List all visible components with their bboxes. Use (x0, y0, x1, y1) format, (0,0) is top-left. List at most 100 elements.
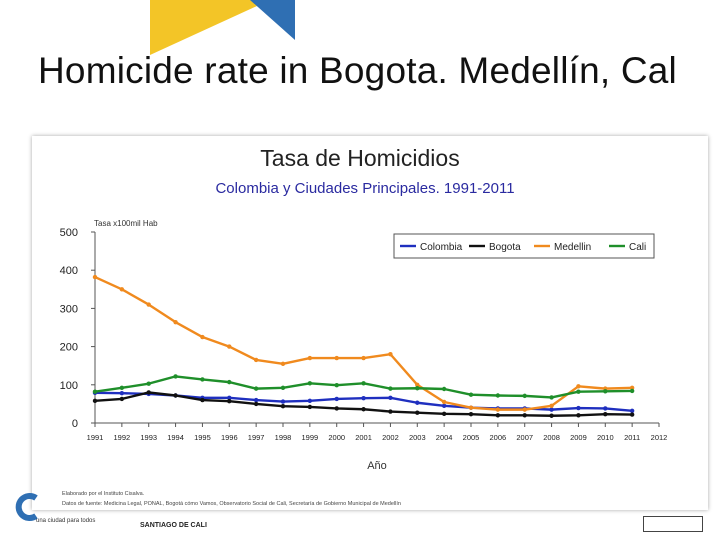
x-tick-label: 2007 (516, 433, 533, 442)
y-tick-label: 300 (60, 303, 78, 315)
data-point-colombia (603, 406, 608, 411)
data-point-medellin (200, 334, 205, 340)
y-tick-label: 500 (60, 227, 78, 239)
data-point-bogota (307, 404, 313, 410)
data-point-cali (441, 386, 447, 392)
data-point-cali (92, 389, 98, 394)
data-point-colombia (549, 407, 554, 412)
data-point-cali (629, 388, 635, 394)
x-tick-label: 1991 (87, 433, 104, 442)
data-point-bogota (92, 398, 98, 404)
chart-subtitle: Colombia y Ciudades Principales. 1991-20… (215, 180, 514, 197)
legend-label-colombia: Colombia (420, 242, 463, 253)
data-point-colombia (576, 405, 581, 411)
data-point-medellin (227, 344, 232, 349)
x-tick-label: 1999 (302, 433, 319, 442)
data-point-cali (603, 389, 608, 394)
data-point-bogota (549, 413, 554, 418)
data-point-cali (173, 374, 178, 379)
data-point-cali (415, 386, 420, 391)
data-point-bogota (629, 412, 635, 417)
data-point-cali (361, 381, 366, 386)
decorative-blue-shape (250, 0, 295, 40)
data-point-bogota (522, 413, 527, 418)
data-point-cali (227, 379, 232, 385)
x-tick-label: 2008 (543, 433, 560, 442)
data-point-bogota (576, 413, 581, 418)
x-tick-label: 1998 (275, 433, 292, 442)
chart-note-2: Datos de fuente: Medicina Legal, PONAL, … (62, 501, 401, 507)
data-point-medellin (361, 355, 366, 361)
data-point-medellin (468, 405, 474, 410)
data-point-bogota (227, 399, 232, 404)
x-tick-label: 2009 (570, 433, 587, 442)
data-point-medellin (92, 274, 98, 280)
data-point-cali (549, 395, 554, 400)
data-point-medellin (522, 407, 527, 412)
chart-title: Tasa de Homicidios (260, 145, 459, 171)
data-point-medellin (629, 385, 635, 391)
data-point-medellin (146, 302, 151, 307)
x-tick-label: 1994 (167, 433, 184, 442)
data-point-cali (307, 381, 313, 386)
data-point-colombia (388, 395, 393, 400)
data-point-colombia (441, 403, 447, 409)
data-point-cali (253, 386, 259, 391)
data-point-bogota (146, 390, 151, 395)
data-point-medellin (415, 382, 420, 387)
data-point-medellin (388, 352, 393, 357)
data-point-bogota (388, 409, 393, 414)
data-point-cali (576, 389, 581, 394)
data-point-bogota (119, 396, 125, 402)
y-tick-label: 400 (60, 265, 78, 277)
data-point-medellin (334, 355, 339, 361)
footer-tagline: una ciudad para todos (36, 518, 96, 524)
data-point-cali (146, 381, 151, 386)
y-tick-label: 100 (60, 380, 78, 392)
y-tick-label: 200 (60, 342, 78, 354)
data-point-medellin (549, 403, 554, 409)
x-tick-label: 1996 (221, 433, 238, 442)
y-axis-label: Tasa x100mil Hab (94, 219, 158, 228)
data-point-cali (495, 393, 501, 398)
x-tick-label: 1992 (114, 433, 131, 442)
x-tick-label: 2012 (651, 433, 668, 442)
data-point-bogota (253, 401, 259, 407)
x-tick-label: 2004 (436, 433, 453, 442)
x-tick-label: 2000 (328, 433, 345, 442)
data-point-cali (280, 385, 286, 391)
data-point-bogota (441, 411, 447, 417)
data-point-bogota (200, 397, 205, 403)
legend-label-bogota: Bogota (489, 242, 521, 253)
data-point-bogota (173, 393, 178, 398)
x-tick-label: 1997 (248, 433, 265, 442)
data-point-medellin (307, 355, 313, 361)
slide-title: Homicide rate in Bogota. Medellín, Cal (38, 50, 677, 91)
data-point-colombia (119, 391, 125, 396)
partner-badge-icon (643, 516, 703, 532)
x-axis-label: Año (367, 460, 387, 472)
data-point-colombia (280, 399, 286, 404)
chart-note-1: Elaborado por el Instituto Cisalva. (62, 491, 145, 497)
data-point-medellin (173, 319, 178, 325)
data-point-bogota (468, 412, 474, 417)
data-point-cali (388, 386, 393, 391)
data-point-cali (119, 385, 125, 391)
footer-org-name: SANTIAGO DE CALI (140, 522, 207, 529)
chart-panel: Tasa de Homicidios Colombia y Ciudades P… (32, 136, 708, 510)
data-point-colombia (629, 408, 635, 413)
data-point-bogota (334, 406, 339, 411)
data-point-bogota (280, 403, 286, 409)
data-point-cali (468, 392, 474, 397)
data-point-medellin (576, 384, 581, 389)
y-tick-label: 0 (72, 418, 78, 430)
data-point-colombia (227, 395, 232, 400)
data-point-medellin (280, 361, 286, 366)
data-point-bogota (415, 410, 420, 415)
x-tick-label: 1993 (140, 433, 157, 442)
data-point-colombia (415, 400, 420, 405)
data-point-medellin (119, 287, 125, 292)
data-point-medellin (495, 407, 501, 412)
series-line-medellin (94, 275, 633, 411)
